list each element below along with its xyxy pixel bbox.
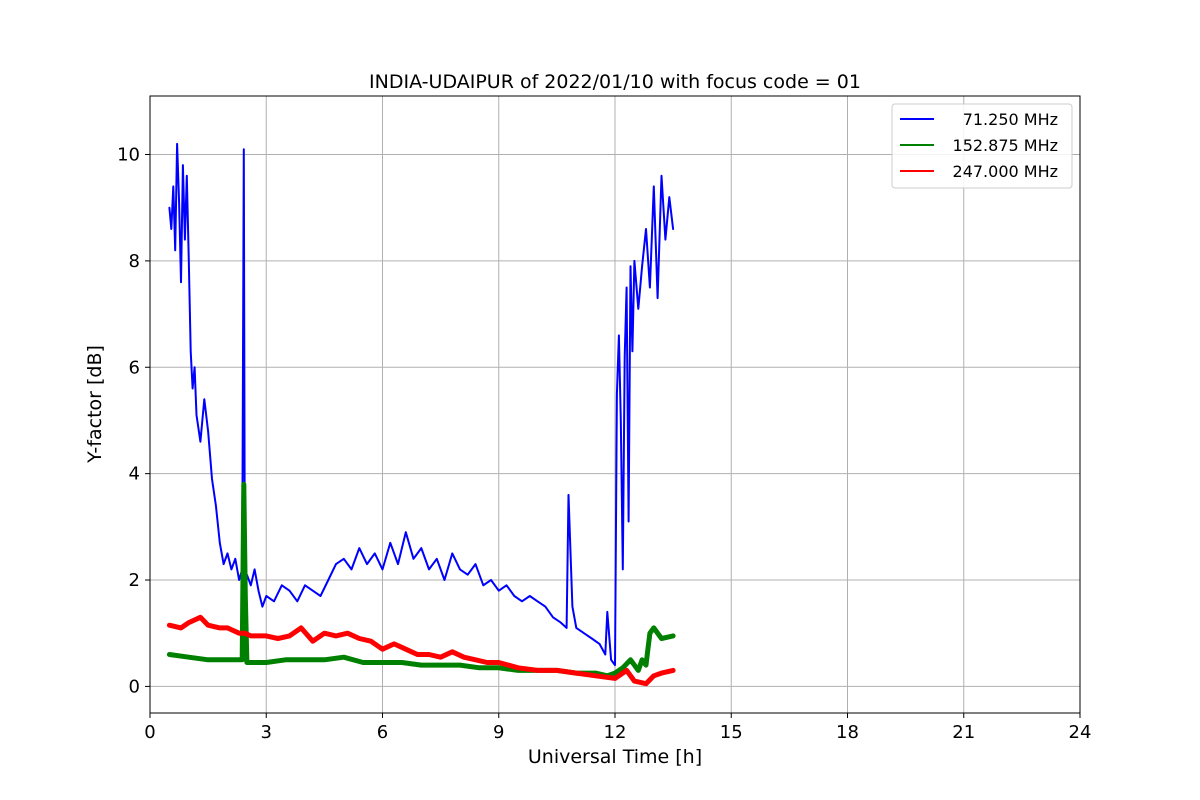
y-tick-label: 0 [129,676,140,697]
y-tick-label: 10 [117,145,140,166]
y-tick-label: 4 [129,464,140,485]
x-tick-label: 3 [261,722,272,743]
legend-label-1: 71.250 MHz [963,110,1058,129]
x-tick-label: 21 [952,722,975,743]
legend-label-3: 247.000 MHz [953,162,1058,181]
chart-title: INDIA-UDAIPUR of 2022/01/10 with focus c… [369,71,861,93]
y-tick-label: 8 [129,251,140,272]
y-tick-label: 2 [129,570,140,591]
legend-label-2: 152.875 MHz [953,136,1058,155]
x-axis-label: Universal Time [h] [528,746,702,768]
y-tick-label: 6 [129,357,140,378]
x-tick-label: 15 [720,722,743,743]
x-tick-label: 0 [144,722,155,743]
x-tick-label: 12 [604,722,627,743]
grid [149,96,1081,713]
x-tick-label: 6 [377,722,388,743]
legend: 71.250 MHz 152.875 MHz 247.000 MHz [891,103,1073,189]
x-tick-label: 24 [1069,722,1092,743]
series-line-2 [166,481,676,679]
series-group [166,142,676,687]
series-line-3 [166,614,676,687]
x-tick-label: 9 [493,722,504,743]
series-line-1 [168,142,675,667]
legend-box [891,103,1073,189]
y-axis-label: Y-factor [dB] [84,345,106,464]
x-tick-label: 18 [836,722,859,743]
